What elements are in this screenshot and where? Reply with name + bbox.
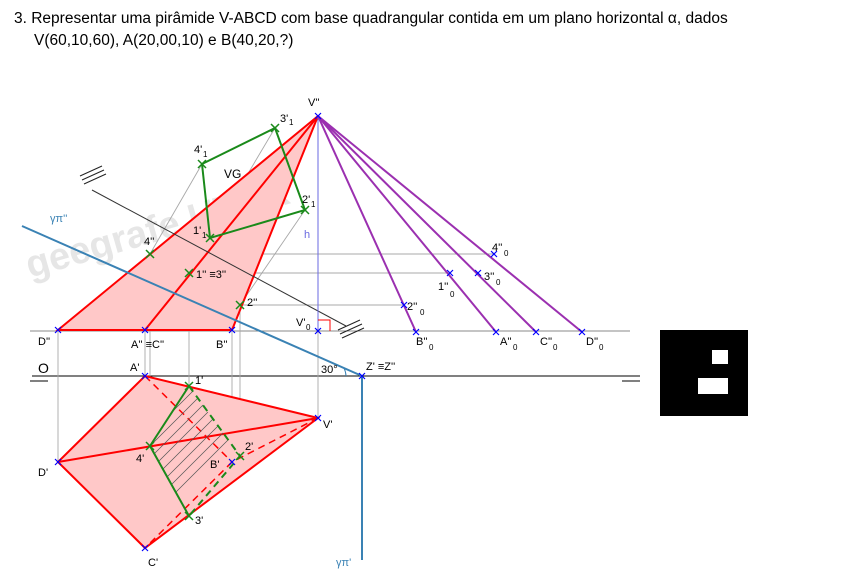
plane-trace-frontal [21, 225, 363, 377]
horizontal-edge-vb [231, 417, 319, 463]
label-d-frontal: D'' [38, 336, 50, 348]
label-2-frontal: 2'' [247, 297, 257, 309]
label-1-3-frontal: 1'' ≡3'' [196, 269, 226, 281]
label-2-1-sub: 1 [311, 200, 316, 209]
label-v0: V' [296, 317, 305, 329]
label-a-horizontal: A' [130, 362, 139, 374]
label-gamma-horizontal: γπ' [336, 557, 351, 569]
label-1-1: 1' [193, 225, 201, 237]
label-2-0-sub: 0 [420, 308, 425, 317]
label-v0-sub: 0 [306, 323, 311, 332]
horizontal-edge-vd [57, 417, 319, 463]
label-3-1-sub: 1 [289, 118, 294, 127]
label-b-0-sub: 0 [429, 343, 434, 352]
label-gamma-frontal: γπ'' [50, 213, 67, 225]
label-2-horizontal: 2' [245, 441, 253, 453]
angle-arc [343, 367, 347, 377]
label-c-0: C'' [540, 336, 552, 348]
label-a-c-frontal: A'' ≡C'' [131, 339, 164, 351]
blue-markers [54, 112, 586, 552]
label-4-horizontal: 4' [136, 453, 144, 465]
label-3-0-sub: 0 [496, 278, 501, 287]
frontal-pyramid-face [55, 115, 319, 331]
parallel-hatch-bottom [337, 319, 365, 339]
horizontal-base-bc [144, 461, 233, 549]
label-1-horizontal: 1' [195, 375, 203, 387]
problem-line-1: 3. Representar uma pirâmide V-ABCD com b… [14, 10, 728, 27]
label-v-horizontal: V' [323, 419, 332, 431]
label-4-1: 4' [194, 144, 202, 156]
problem-line-2: V(60,10,60), A(20,00,10) e B(40,20,?) [34, 32, 294, 49]
label-1-0: 1'' [438, 281, 448, 293]
label-1-0-sub: 0 [450, 290, 455, 299]
label-d-horizontal: D' [38, 467, 48, 479]
frontal-edge-va [144, 115, 319, 331]
green-markers [145, 123, 310, 521]
label-angle: 30° [321, 364, 338, 376]
label-c-0-sub: 0 [553, 343, 558, 352]
label-1-1-sub: 1 [202, 231, 207, 240]
label-4-frontal: 4'' [144, 236, 154, 248]
parallel-hatch-top [79, 165, 107, 185]
label-4-0: 4'' [492, 242, 502, 254]
corner-block-icon [660, 330, 748, 416]
label-4-0-sub: 0 [504, 249, 509, 258]
label-2-0: 2'' [407, 301, 417, 313]
label-d-0-sub: 0 [599, 343, 604, 352]
label-v-frontal: V'' [308, 97, 320, 109]
label-b-frontal: B'' [216, 339, 228, 351]
label-d-0: D'' [586, 336, 598, 348]
problem-statement: 3. Representar uma pirâmide V-ABCD com b… [14, 8, 854, 52]
label-vg: VG [224, 167, 241, 181]
label-b-horizontal: B' [210, 459, 219, 471]
right-angle-mark [318, 319, 331, 331]
horizontal-base-ab [144, 375, 233, 463]
label-h: h [304, 229, 310, 241]
label-b-0: B'' [416, 336, 428, 348]
label-origin: O [38, 360, 49, 376]
parallel-line [91, 189, 347, 327]
label-2-1: 2' [302, 194, 310, 206]
label-z: Z' ≡Z'' [366, 361, 395, 373]
label-4-1-sub: 1 [203, 150, 208, 159]
revolution-lines [317, 115, 583, 333]
label-a-0-sub: 0 [513, 343, 518, 352]
label-3-1: 3' [280, 113, 288, 125]
horizontal-pyramid-outline [56, 374, 321, 550]
label-a-0: A'' [500, 336, 512, 348]
label-3-0: 3'' [484, 271, 494, 283]
label-3-horizontal: 3' [195, 515, 203, 527]
label-c-horizontal: C' [148, 557, 158, 569]
